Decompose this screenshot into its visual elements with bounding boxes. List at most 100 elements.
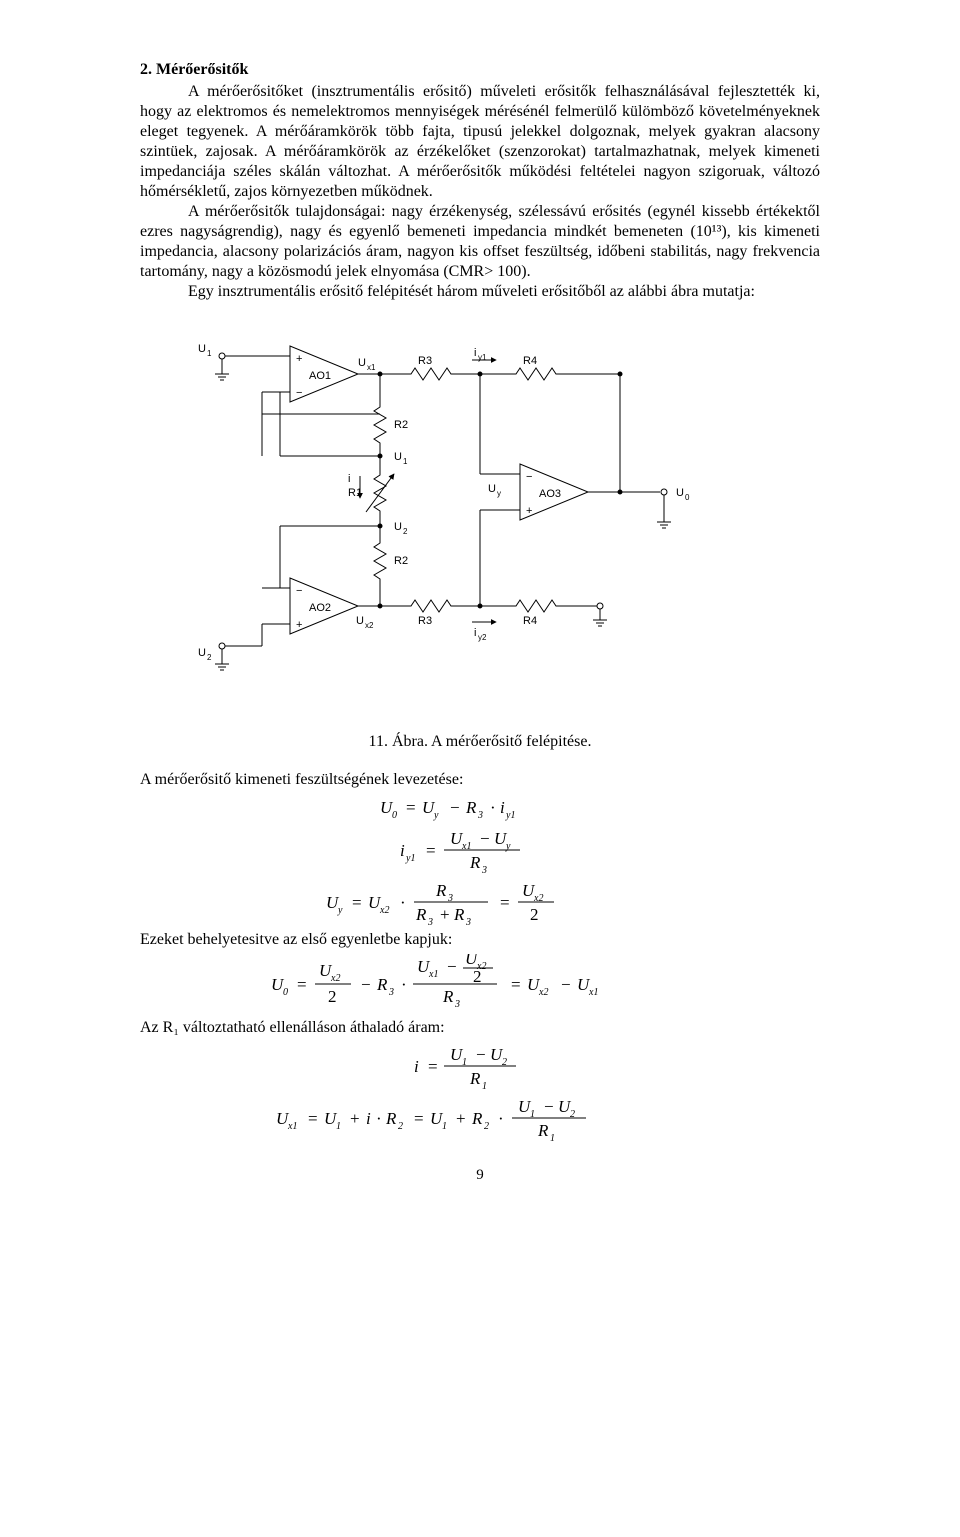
svg-text:R: R [453, 905, 465, 924]
svg-text:1: 1 [442, 1121, 447, 1132]
svg-text:U: U [676, 487, 684, 499]
svg-text:i: i [500, 798, 505, 817]
svg-text:R: R [469, 853, 481, 872]
opamp-ao3: AO3 − + [520, 464, 588, 520]
equation-2: iy1 = Ux1 − Uy R3 [140, 826, 820, 874]
svg-text:2: 2 [207, 653, 212, 662]
svg-text:y1: y1 [405, 853, 415, 864]
svg-text:y1: y1 [505, 810, 515, 821]
svg-text:R: R [471, 1109, 483, 1128]
page-number: 9 [140, 1166, 820, 1185]
svg-text:x1: x1 [367, 363, 376, 372]
svg-text:y2: y2 [478, 633, 487, 642]
svg-text:=: = [406, 798, 416, 817]
label-u1: U [198, 343, 206, 355]
svg-text:1: 1 [336, 1121, 341, 1132]
svg-text:+: + [296, 619, 302, 631]
svg-text:y: y [497, 489, 501, 498]
svg-text:·: · [490, 798, 496, 817]
svg-text:+: + [456, 1109, 466, 1128]
svg-text:=: = [428, 1057, 438, 1076]
resistor-r1-variable [366, 470, 394, 514]
svg-text:y1: y1 [478, 353, 487, 362]
svg-text:=: = [511, 975, 521, 994]
svg-text:R4: R4 [523, 615, 537, 627]
svg-text:·: · [498, 1109, 504, 1128]
svg-text:i: i [366, 1109, 371, 1128]
svg-text:1: 1 [207, 349, 212, 358]
svg-text:U: U [358, 357, 366, 369]
resistor-r2-bottom [374, 538, 386, 582]
r1-current-line: Az R₁ változtatható ellenálláson áthalad… [140, 1018, 820, 1038]
svg-text:−: − [450, 798, 460, 817]
svg-text:U: U [356, 615, 364, 627]
svg-text:−: − [544, 1097, 554, 1116]
svg-text:=: = [500, 893, 510, 912]
svg-text:0: 0 [685, 493, 690, 502]
svg-text:U: U [198, 647, 206, 659]
svg-text:3: 3 [388, 987, 394, 998]
svg-text:2: 2 [328, 987, 337, 1006]
svg-text:R: R [376, 975, 388, 994]
svg-text:=: = [426, 841, 436, 860]
svg-text:0: 0 [392, 810, 397, 821]
circuit-figure: AO1 + − U 1 U x1 AO2 − + U 2 U x2 R2 [180, 316, 820, 702]
svg-text:R: R [442, 987, 454, 1006]
svg-text:U: U [488, 483, 496, 495]
svg-text:R2: R2 [394, 555, 408, 567]
equation-1: U0 = Uy − R3 · iy1 [140, 794, 820, 822]
svg-text:i: i [400, 841, 405, 860]
svg-text:1: 1 [403, 457, 408, 466]
resistor-r4-bottom [510, 600, 558, 612]
equation-6: Ux1 = U1 + i · R2 = U1 + R2 · U1 − U2 R1 [140, 1094, 820, 1142]
svg-text:3: 3 [454, 999, 460, 1010]
svg-text:−: − [296, 387, 302, 399]
svg-text:+: + [440, 905, 450, 924]
svg-text:=: = [414, 1109, 424, 1128]
svg-text:−: − [526, 471, 532, 483]
svg-text:AO2: AO2 [309, 602, 331, 614]
svg-text:AO1: AO1 [309, 370, 331, 382]
svg-text:1: 1 [550, 1133, 555, 1142]
svg-text:0: 0 [283, 987, 288, 998]
svg-text:y: y [337, 905, 343, 916]
derivation-intro: A mérőerősitő kimeneti feszültségének le… [140, 770, 820, 790]
svg-text:3: 3 [465, 917, 471, 926]
svg-text:3: 3 [427, 917, 433, 926]
equation-3: Uy = Ux2 · R3 R3 + R3 = Ux2 2 [140, 878, 820, 926]
paragraph-3: Egy insztrumentális erősitő felépitését … [140, 282, 820, 302]
svg-text:R: R [469, 1069, 481, 1088]
paragraph-1: A mérőerősitőket (insztrumentális erősit… [140, 82, 820, 202]
svg-text:i: i [474, 347, 476, 359]
svg-text:R: R [537, 1121, 549, 1140]
svg-text:−: − [476, 1045, 486, 1064]
svg-text:+: + [526, 505, 532, 517]
svg-text:x2: x2 [379, 905, 389, 916]
svg-text:+: + [296, 353, 302, 365]
figure-caption: 11. Ábra. A mérőerősitő felépitése. [140, 732, 820, 752]
svg-text:−: − [361, 975, 371, 994]
resistor-r4-top [510, 368, 558, 380]
svg-text:−: − [480, 829, 490, 848]
svg-text:x2: x2 [365, 621, 374, 630]
section-heading: 2. Mérőerősitők [140, 60, 820, 80]
svg-text:R: R [435, 881, 447, 900]
svg-text:R4: R4 [523, 355, 537, 367]
svg-text:R3: R3 [418, 355, 432, 367]
svg-text:·: · [400, 893, 406, 912]
svg-text:x1: x1 [428, 969, 438, 980]
svg-text:=: = [352, 893, 362, 912]
svg-text:i: i [414, 1057, 419, 1076]
resistor-r3-bottom [405, 600, 453, 612]
svg-text:R: R [385, 1109, 397, 1128]
svg-text:U: U [394, 451, 402, 463]
equation-5: i = U1 − U2 R1 [140, 1042, 820, 1090]
svg-text:3: 3 [481, 865, 487, 874]
svg-text:i: i [348, 473, 350, 485]
svg-text:x2: x2 [330, 973, 340, 984]
svg-text:2: 2 [398, 1121, 403, 1132]
svg-text:U: U [394, 521, 402, 533]
svg-text:y: y [433, 810, 439, 821]
opamp-ao1: AO1 + − [290, 346, 358, 402]
svg-text:+: + [350, 1109, 360, 1128]
